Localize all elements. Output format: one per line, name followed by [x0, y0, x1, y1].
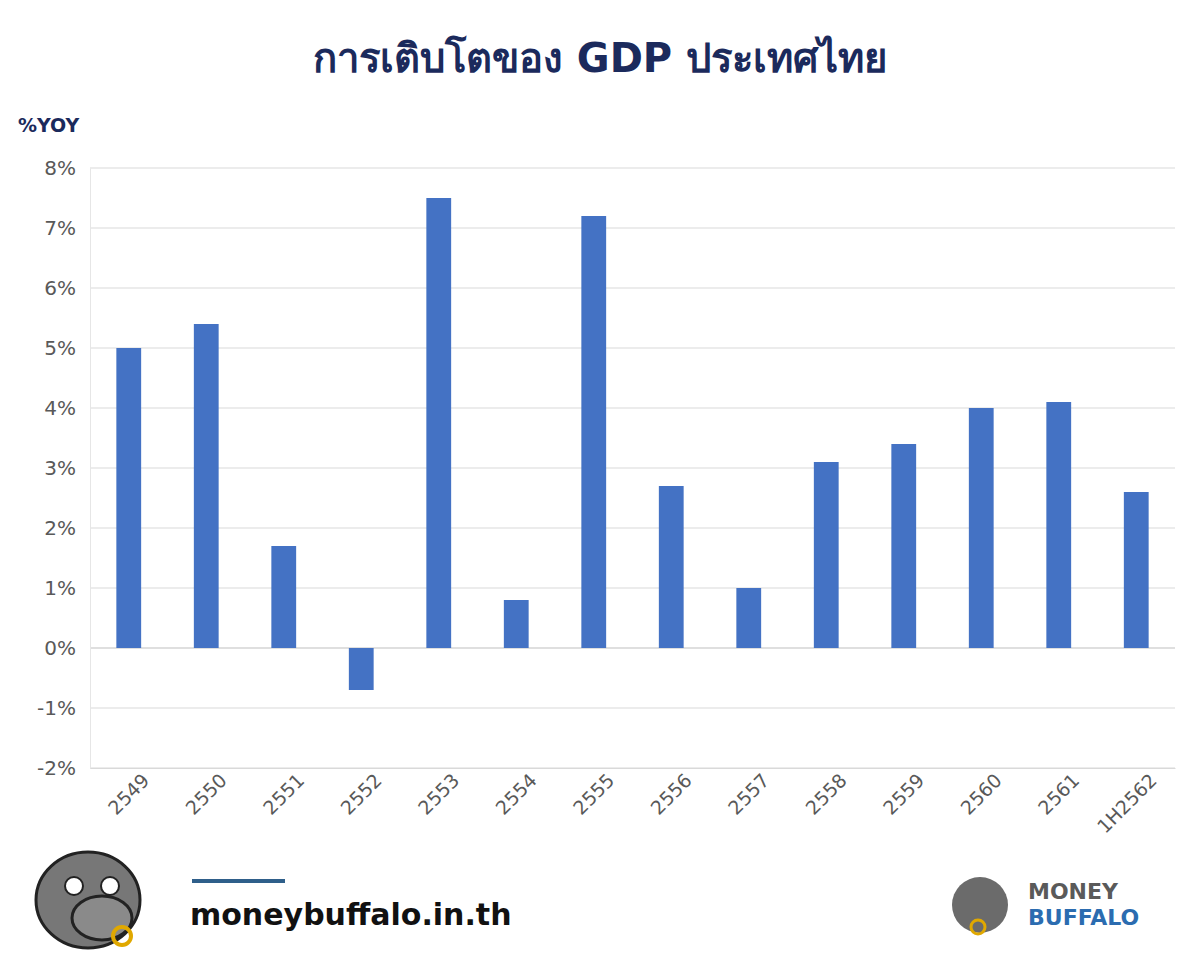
- y-tick: 1%: [44, 576, 90, 600]
- x-tick-label: 2557: [724, 769, 774, 819]
- y-tick: 7%: [44, 216, 90, 240]
- x-tick-label: 2560: [956, 769, 1006, 819]
- logo-text: BUFFALO: [1028, 905, 1139, 930]
- x-tick: 2555: [569, 768, 619, 819]
- grid-line: [90, 708, 1175, 709]
- x-tick-label: 2561: [1034, 769, 1084, 819]
- grid-line: [90, 468, 1175, 469]
- grid-line: [90, 768, 1175, 769]
- x-tick-label: 2559: [879, 769, 929, 819]
- x-tick: 2558: [801, 768, 851, 819]
- grid-line: [90, 648, 1175, 649]
- y-tick: 6%: [44, 276, 90, 300]
- bar: [116, 348, 141, 648]
- y-tick: 2%: [44, 516, 90, 540]
- y-tick: 0%: [44, 636, 90, 660]
- bar: [814, 462, 839, 648]
- x-tick: 2550: [181, 768, 231, 819]
- x-tick-label: 2549: [104, 769, 154, 819]
- y-tick: 5%: [44, 336, 90, 360]
- x-tick: 1H2562: [1092, 768, 1160, 837]
- grid-line: [90, 528, 1175, 529]
- x-tick-label: 2551: [259, 769, 309, 819]
- y-tick: 3%: [44, 456, 90, 480]
- y-tick-label: 3%: [44, 456, 76, 480]
- x-tick: 2551: [259, 768, 309, 819]
- y-tick-label: -1%: [37, 696, 76, 720]
- footer-rule: [192, 879, 285, 883]
- bars: [116, 198, 1148, 690]
- y-tick-label: 6%: [44, 276, 76, 300]
- bar: [271, 546, 296, 648]
- x-tick-label: 2556: [646, 769, 696, 819]
- bar: [969, 408, 994, 648]
- x-axis-line: [91, 768, 1176, 769]
- x-tick: 2549: [104, 768, 154, 819]
- bar: [1046, 402, 1071, 648]
- x-tick: 2556: [646, 768, 696, 819]
- bar: [349, 648, 374, 690]
- y-tick: -2%: [37, 756, 90, 780]
- y-axis: -2% -1% 0% 1% 2% 3% 4% 5% 6% 7% 8%: [37, 156, 90, 780]
- x-tick: 2552: [336, 768, 386, 819]
- grid-line: [90, 588, 1175, 589]
- bar: [426, 198, 451, 648]
- x-tick-label: 2552: [336, 769, 386, 819]
- grid-line: [90, 348, 1175, 349]
- y-tick-label: 4%: [44, 396, 76, 420]
- grid-line: [90, 228, 1175, 229]
- y-axis-title: %YOY: [18, 114, 80, 136]
- grid-line: [90, 408, 1175, 409]
- x-tick-label: 2558: [801, 769, 851, 819]
- bar: [891, 444, 916, 648]
- y-tick-label: -2%: [37, 756, 76, 780]
- x-tick-label: 1H2562: [1092, 769, 1160, 837]
- footer-url: moneybuffalo.in.th: [190, 897, 512, 932]
- logo-text: MONEY: [1028, 879, 1119, 904]
- x-tick-label: 2553: [414, 769, 464, 819]
- y-tick: -1%: [37, 696, 90, 720]
- y-tick-label: 8%: [44, 156, 76, 180]
- logo: MONEYBUFFALO: [952, 877, 1139, 934]
- title: การเติบโตของ GDP ประเทศไทย: [313, 35, 887, 81]
- y-tick-label: 1%: [44, 576, 76, 600]
- bar: [581, 216, 606, 648]
- x-tick: 2560: [956, 768, 1006, 819]
- chart: การเติบโตของ GDP ประเทศไทย %YOY -2% -1% 0% 1%…: [0, 0, 1200, 960]
- x-axis: 2549 2550 2551 2552 2553 2554 2555 2556 2557 2558…: [91, 768, 1176, 837]
- x-tick-label: 2554: [491, 769, 541, 819]
- mascot: [36, 852, 140, 948]
- grid-line: [90, 288, 1175, 289]
- bar: [736, 588, 761, 648]
- x-tick: 2553: [414, 768, 464, 819]
- bar: [504, 600, 529, 648]
- x-tick: 2554: [491, 768, 541, 819]
- y-tick: 4%: [44, 396, 90, 420]
- bar: [1124, 492, 1149, 648]
- y-tick-label: 2%: [44, 516, 76, 540]
- grid-line: [90, 168, 1175, 169]
- x-tick: 2557: [724, 768, 774, 819]
- bar: [659, 486, 684, 648]
- x-tick-label: 2550: [181, 769, 231, 819]
- bar: [194, 324, 219, 648]
- y-axis-line: [90, 169, 91, 769]
- y-tick-label: 5%: [44, 336, 76, 360]
- y-tick-label: 0%: [44, 636, 76, 660]
- x-tick: 2561: [1034, 768, 1084, 819]
- grid: [90, 168, 1175, 768]
- x-tick: 2559: [879, 768, 929, 819]
- x-tick-label: 2555: [569, 769, 619, 819]
- y-tick-label: 7%: [44, 216, 76, 240]
- y-tick: 8%: [44, 156, 90, 180]
